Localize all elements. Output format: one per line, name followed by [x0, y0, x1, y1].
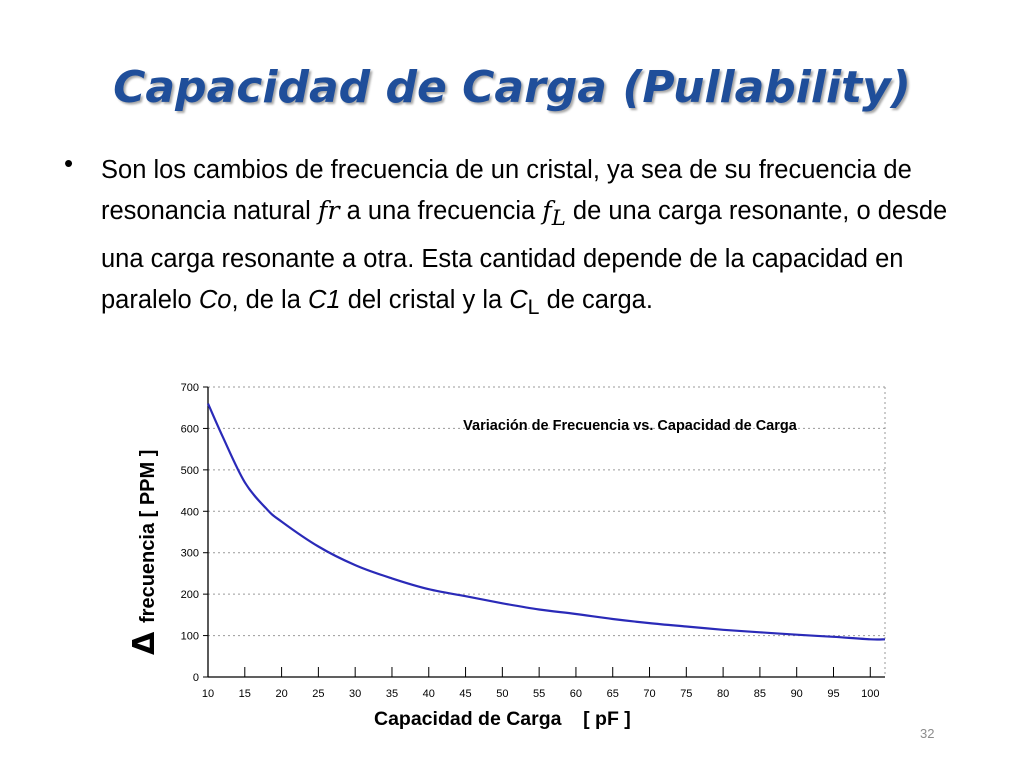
y-axis-delta-symbol: Δ: [127, 631, 162, 655]
series-line: [206, 403, 886, 641]
paragraph-text: de una carga resonante, o desde una carg…: [101, 196, 948, 314]
term-cl-subscript: L: [527, 294, 540, 319]
x-axis-label: Capacidad de Carga [ pF ]: [374, 708, 631, 730]
x-tick-label: 60: [570, 688, 582, 700]
math-f: f: [542, 195, 552, 226]
y-tick-label: 100: [181, 631, 199, 643]
frequency-vs-load-chart: 0 100 200 300 400 500 600 700 10 15 20 25 30 35 40 45 50…: [127, 382, 886, 730]
math-fr: fr: [317, 195, 340, 226]
bullet-paragraph: Son los cambios de frecuencia de un cris…: [101, 150, 971, 327]
x-tick-label: 90: [791, 688, 803, 700]
y-tick-label: 0: [193, 672, 199, 684]
x-tick-label: 75: [680, 688, 692, 700]
bullet-marker: •: [64, 148, 74, 178]
y-axis-label: frecuencia [ PPM ]: [137, 450, 159, 623]
x-tick-label: 25: [312, 688, 324, 700]
math-f-subscript: L: [551, 205, 566, 231]
x-tick-label: 30: [349, 688, 361, 700]
x-tick-label: 55: [533, 688, 545, 700]
x-tick-label: 100: [861, 688, 879, 700]
x-tick-label: 20: [275, 688, 287, 700]
x-tick-label: 70: [643, 688, 655, 700]
x-tick-label: 50: [496, 688, 508, 700]
paragraph-text: de carga.: [539, 285, 653, 314]
y-tick-label: 300: [181, 548, 199, 560]
term-c1: C1: [308, 285, 341, 314]
chart-title: Variación de Frecuencia vs. Capacidad de…: [463, 418, 798, 434]
x-tick-label: 40: [423, 688, 435, 700]
x-tick-label: 35: [386, 688, 398, 700]
y-tick-label: 400: [181, 506, 199, 518]
paragraph-text: , de la: [231, 285, 308, 314]
x-tick-label: 85: [754, 688, 766, 700]
paragraph-text: del cristal y la: [340, 285, 510, 314]
y-tick-label: 500: [181, 465, 199, 477]
x-tick-label: 95: [827, 688, 839, 700]
paragraph-text: a una frecuencia: [339, 196, 543, 225]
slide-title: Capacidad de Carga (Pullability): [113, 62, 911, 113]
x-tick-label: 10: [202, 688, 214, 700]
y-tick-label: 700: [181, 382, 199, 394]
x-tick-label: 15: [239, 688, 251, 700]
term-co: Co: [198, 285, 232, 314]
page-number: 32: [920, 726, 935, 741]
y-tick-label: 200: [181, 589, 199, 601]
x-tick-label: 80: [717, 688, 729, 700]
y-tick-label: 600: [181, 423, 199, 435]
paragraph-text: Son los cambios de frecuencia de un cris…: [101, 156, 912, 225]
x-tick-label: 45: [459, 688, 471, 700]
term-cl: C: [509, 285, 528, 314]
x-tick-label: 65: [607, 688, 619, 700]
